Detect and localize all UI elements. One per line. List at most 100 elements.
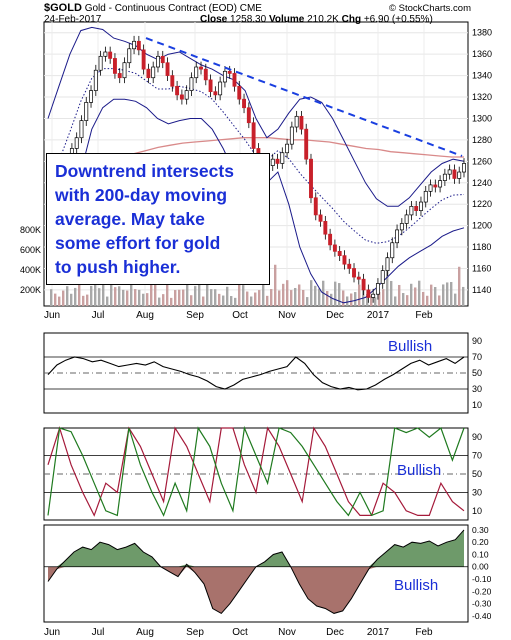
ppo-tick-label: 0.00 <box>472 562 489 572</box>
volume-bar <box>230 296 233 306</box>
candle <box>146 68 151 79</box>
volume-bar <box>114 287 117 306</box>
aroon-tick-label: 70 <box>472 451 482 461</box>
volume-bar <box>342 290 345 306</box>
month-label: Dec <box>326 310 344 321</box>
volume-bar <box>390 280 393 306</box>
candle <box>208 79 213 93</box>
volume-bar <box>150 280 153 306</box>
candle <box>270 158 275 166</box>
aroon-tick-label: 30 <box>472 487 482 497</box>
candle <box>117 73 122 79</box>
candle <box>457 171 462 179</box>
candle <box>218 81 223 96</box>
volume-bar <box>174 290 177 306</box>
month-label-bottom: Aug <box>136 627 154 638</box>
month-label: Jul <box>92 310 105 321</box>
volume-bar <box>142 293 145 306</box>
volume-bar <box>358 284 361 306</box>
exchange: CME <box>239 3 262 14</box>
candle <box>222 70 227 83</box>
ppo-negative-area <box>48 566 464 614</box>
quote-line: Close 1258.30 Volume 210.2K Chg +6.90 (+… <box>200 14 433 25</box>
month-label-bottom: Feb <box>415 627 433 638</box>
volume-bar <box>258 290 261 306</box>
volume-bar <box>50 289 53 306</box>
price-tick-label: 1280 <box>472 135 492 145</box>
month-label-bottom: Jun <box>44 627 60 638</box>
bollinger-middle-line <box>47 68 465 244</box>
volume-bar <box>422 291 425 306</box>
ppo-tick-label: -0.30 <box>472 599 492 609</box>
volume-bar <box>366 293 369 306</box>
volume-bar <box>78 272 81 306</box>
candle <box>194 66 199 79</box>
volume-bar <box>94 280 97 306</box>
candle <box>447 169 452 175</box>
candle <box>89 90 93 103</box>
volume-bar <box>118 286 121 306</box>
rsi-tick-label: 30 <box>472 384 482 394</box>
aroon-tick-label: 90 <box>472 432 482 442</box>
volume-bar <box>82 295 85 306</box>
volume-bar <box>350 293 353 306</box>
month-label: Aug <box>136 310 154 321</box>
volume-bar <box>214 289 217 306</box>
volume-bar <box>394 296 397 306</box>
month-label-bottom: Nov <box>278 627 296 638</box>
volume-bar <box>462 286 465 306</box>
ppo-tick-label: -0.10 <box>472 574 492 584</box>
candle <box>347 263 352 269</box>
annotation-box: Downtrend intersects with 200-day moving… <box>46 153 270 285</box>
candle <box>251 122 256 149</box>
candle <box>299 115 304 130</box>
candle <box>141 49 146 70</box>
candle <box>309 158 313 199</box>
volume-bar <box>314 285 317 306</box>
aroon-tick-label: 10 <box>472 506 482 516</box>
candle <box>428 184 433 192</box>
volume-bar <box>406 295 409 306</box>
candle <box>84 102 89 121</box>
volume-bar <box>198 283 201 306</box>
volume-bar <box>70 293 73 306</box>
volume-bar <box>418 280 421 306</box>
candle <box>371 293 376 298</box>
volume-bar <box>446 282 449 306</box>
volume-bar <box>62 290 65 306</box>
volume-bar <box>66 286 69 306</box>
candle <box>318 214 323 222</box>
price-tick-label: 1340 <box>472 71 492 81</box>
month-label-bottom: Sep <box>186 627 204 638</box>
volume-bar <box>334 281 337 306</box>
price-tick-label: 1160 <box>472 263 491 273</box>
volume-bar <box>286 280 289 306</box>
volume-bar <box>186 281 189 306</box>
volume-bar <box>458 266 461 306</box>
rsi-tick-label: 50 <box>472 368 482 378</box>
candle <box>242 98 246 109</box>
annotation-line: Downtrend intersects <box>55 161 234 181</box>
source: © StockCharts.com <box>389 3 471 14</box>
volume-bar <box>262 281 265 306</box>
symbol: $GOLD <box>44 2 82 14</box>
ppo-tick-label: -0.40 <box>472 611 492 621</box>
volume-bar <box>54 293 57 306</box>
volume-bar <box>202 296 205 306</box>
volume-bar <box>402 293 405 306</box>
candle <box>304 128 309 160</box>
month-label-bottom: Dec <box>326 627 344 638</box>
volume-bar <box>238 284 241 306</box>
candle <box>280 152 285 164</box>
candle <box>79 120 84 139</box>
volume-value: 210.2K <box>307 14 339 25</box>
month-label-bottom: 2017 <box>367 627 390 638</box>
candle <box>136 40 141 51</box>
volume-bar <box>178 289 181 306</box>
month-label-bottom: Oct <box>232 627 248 638</box>
volume-bar <box>162 294 165 306</box>
bollinger-upper-line <box>47 26 465 207</box>
header-title: $GOLD Gold - Continuous Contract (EOD) C… <box>44 2 262 14</box>
volume-bar <box>282 283 285 306</box>
candle <box>332 244 337 252</box>
